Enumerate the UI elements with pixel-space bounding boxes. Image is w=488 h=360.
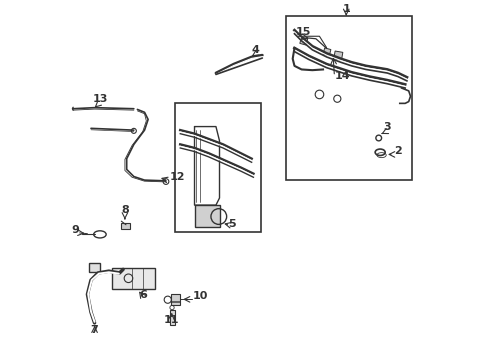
Text: 2: 2: [394, 147, 401, 156]
Text: 3: 3: [383, 122, 390, 132]
Bar: [121, 223, 130, 229]
Bar: [169, 310, 175, 325]
Bar: [333, 51, 342, 60]
Text: 10: 10: [192, 291, 208, 301]
Text: 12: 12: [169, 172, 184, 182]
Text: 14: 14: [334, 71, 349, 81]
Bar: [171, 294, 180, 305]
Text: 13: 13: [92, 94, 107, 104]
Bar: [194, 205, 219, 226]
Bar: [285, 16, 411, 180]
Bar: [299, 37, 307, 45]
Text: 11: 11: [163, 315, 179, 325]
Text: 15: 15: [295, 27, 310, 37]
Bar: [89, 263, 100, 272]
Bar: [175, 103, 260, 232]
Text: 6: 6: [139, 290, 146, 300]
Text: 1: 1: [342, 4, 349, 14]
Text: 8: 8: [121, 205, 128, 215]
Text: 4: 4: [251, 45, 259, 55]
Bar: [112, 267, 155, 289]
Text: 9: 9: [71, 225, 79, 235]
Bar: [323, 48, 330, 56]
Text: 5: 5: [228, 219, 235, 229]
Text: 7: 7: [90, 325, 98, 335]
